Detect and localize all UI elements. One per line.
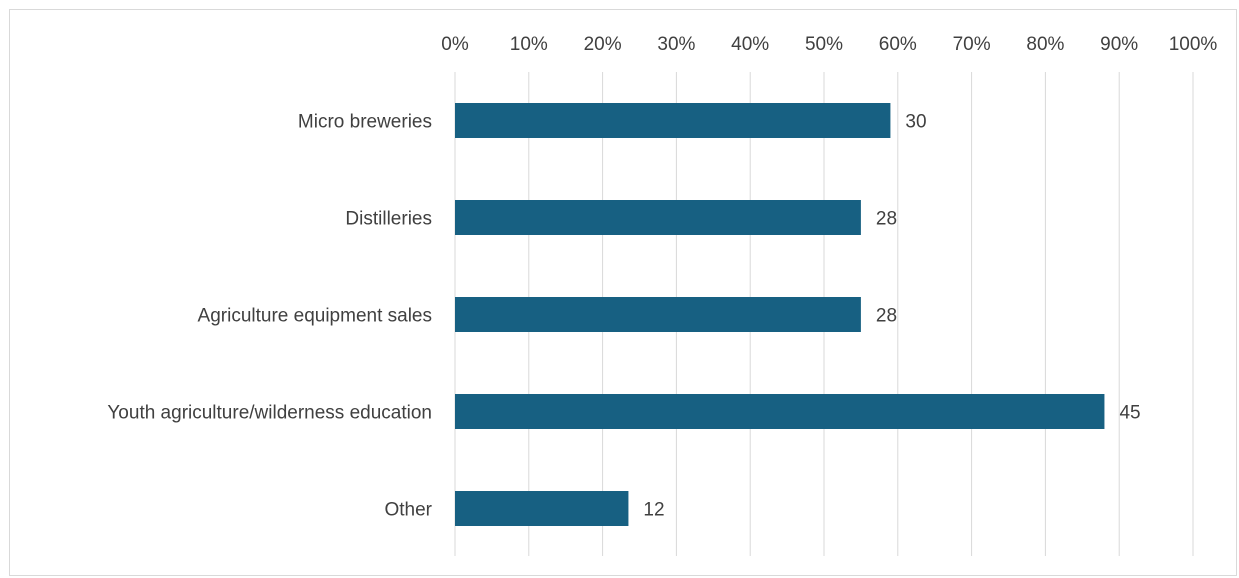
- x-tick-label: 50%: [805, 34, 843, 55]
- bar: [455, 103, 891, 138]
- category-label: Micro breweries: [298, 112, 432, 133]
- category-labels: Micro breweries Distilleries Agriculture e…: [107, 112, 432, 521]
- x-tick-label: 30%: [657, 34, 695, 55]
- bar: [455, 491, 629, 526]
- data-labels: 30 28 28 45 12: [643, 112, 1140, 521]
- category-label: Youth agriculture/wilderness education: [107, 403, 432, 424]
- bar: [455, 297, 861, 332]
- bar: [455, 394, 1105, 429]
- category-label: Distilleries: [345, 209, 432, 230]
- x-tick-label: 90%: [1100, 34, 1138, 55]
- x-tick-label: 70%: [953, 34, 991, 55]
- x-tick-label: 20%: [584, 34, 622, 55]
- x-tick-label: 0%: [441, 34, 469, 55]
- data-label: 28: [876, 209, 897, 230]
- x-tick-label: 40%: [731, 34, 769, 55]
- data-label: 30: [905, 112, 926, 133]
- x-tick-label: 10%: [510, 34, 548, 55]
- category-label: Other: [384, 500, 432, 521]
- category-label: Agriculture equipment sales: [198, 306, 432, 327]
- x-tick-label: 60%: [879, 34, 917, 55]
- bars: [455, 103, 1105, 526]
- gridlines: [454, 72, 1194, 556]
- data-label: 28: [876, 306, 897, 327]
- x-axis-tick-labels: 0% 10% 20% 30% 40% 50% 60% 70% 80% 90% 100%: [441, 34, 1217, 55]
- x-tick-label: 80%: [1026, 34, 1064, 55]
- x-tick-label: 100%: [1169, 34, 1218, 55]
- bar: [455, 200, 861, 235]
- data-label: 12: [643, 500, 664, 521]
- data-label: 45: [1119, 403, 1140, 424]
